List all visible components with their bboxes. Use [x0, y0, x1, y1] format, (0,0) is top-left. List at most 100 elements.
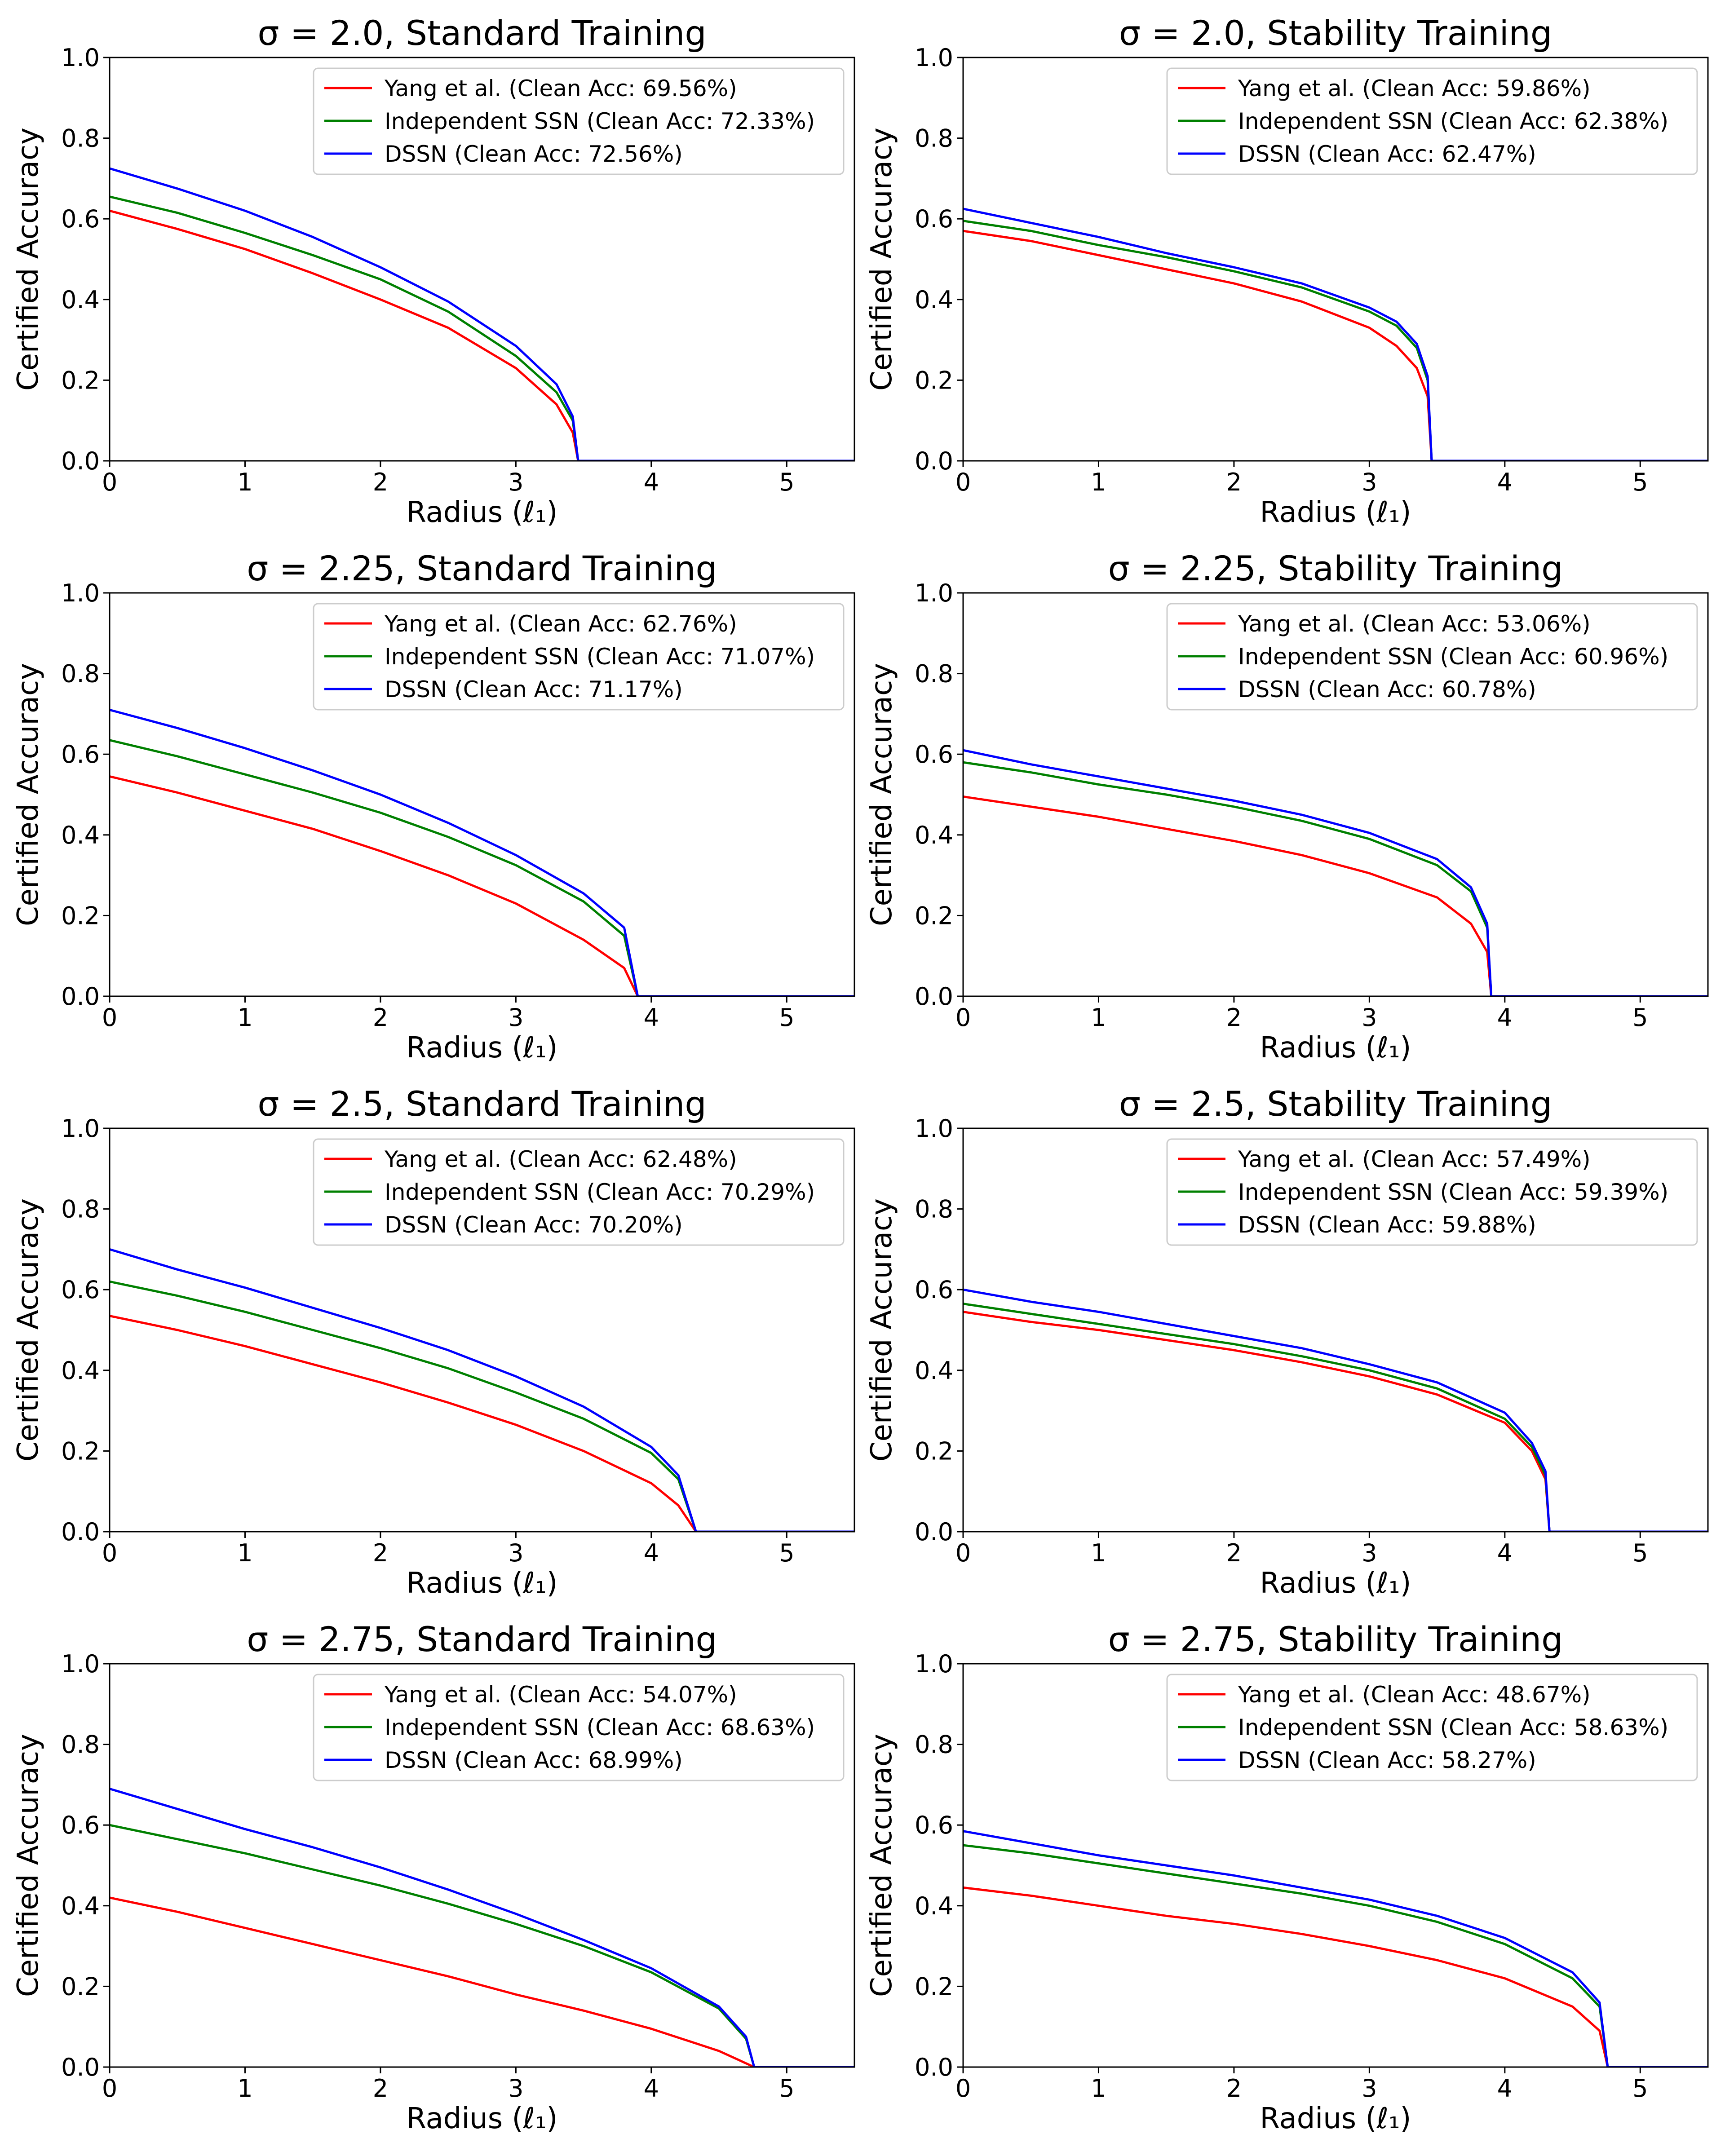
y-tick-label: 0.8 [915, 1195, 953, 1224]
plot-frame [109, 57, 855, 462]
plot-frame [109, 1663, 855, 2068]
y-tick-label: 1.0 [915, 1650, 953, 1678]
x-axis-label: Radius (ℓ₁) [407, 1031, 558, 1065]
series-line-3 [110, 167, 854, 461]
x-tick-label: 5 [779, 468, 794, 496]
chart-panel: σ = 2.0, Standard Training 0 1 2 3 4 5 0.0 0.2 0.… [12, 13, 855, 529]
y-tick-label: 0.6 [61, 1276, 100, 1304]
series-line-3 [963, 1288, 1708, 1532]
x-tick-label: 0 [955, 468, 971, 496]
y-axis-label: Certified Accuracy [12, 663, 45, 926]
x-tick-label: 3 [1362, 468, 1377, 496]
series-line-2 [110, 739, 854, 996]
y-axis-label: Certified Accuracy [865, 128, 898, 391]
y-axis-label: Certified Accuracy [865, 663, 898, 926]
x-tick-label: 5 [779, 2074, 794, 2103]
x-tick-label: 1 [237, 468, 252, 496]
series-line-1 [963, 1886, 1708, 2067]
legend-label: Independent SSN (Clean Acc: 62.38%) [1238, 108, 1668, 134]
series-line-2 [110, 1824, 854, 2067]
series-line-3 [963, 749, 1708, 996]
legend-label: Independent SSN (Clean Acc: 72.33%) [385, 108, 815, 134]
x-tick-label: 1 [1091, 468, 1106, 496]
x-tick-label: 0 [955, 1003, 971, 1032]
legend-label: DSSN (Clean Acc: 60.78%) [1238, 676, 1536, 702]
x-tick-label: 0 [955, 1539, 971, 1567]
legend-label: Yang et al. (Clean Acc: 48.67%) [1238, 1682, 1591, 1708]
legend-label: Independent SSN (Clean Acc: 59.39%) [1238, 1179, 1668, 1205]
legend-label: DSSN (Clean Acc: 58.27%) [1238, 1747, 1536, 1773]
legend: Yang et al. (Clean Acc: 62.48%) Independe… [313, 1138, 845, 1246]
x-axis-label: Radius (ℓ₁) [407, 1567, 558, 1600]
legend-box [1166, 603, 1698, 711]
y-tick-label: 0.6 [915, 1811, 953, 1839]
x-tick-label: 0 [102, 2074, 117, 2103]
legend-label: Independent SSN (Clean Acc: 58.63%) [1238, 1714, 1668, 1741]
y-tick-label: 0.0 [61, 447, 100, 475]
x-tick-label: 2 [1226, 468, 1242, 496]
y-tick-label: 0.8 [61, 1731, 100, 1759]
y-tick-label: 0.6 [61, 1811, 100, 1839]
y-tick-label: 0.2 [915, 1972, 953, 2001]
series-line-2 [963, 1844, 1708, 2067]
y-tick-label: 1.0 [61, 579, 100, 607]
y-tick-label: 0.0 [915, 982, 953, 1011]
x-tick-label: 1 [1091, 2074, 1106, 2103]
x-tick-label: 5 [779, 1003, 794, 1032]
y-tick-label: 0.2 [61, 901, 100, 930]
y-tick-label: 0.0 [61, 2053, 100, 2081]
chart-title: σ = 2.0, Stability Training [1119, 13, 1552, 53]
y-tick-label: 1.0 [61, 1650, 100, 1678]
y-tick-label: 0.4 [61, 286, 100, 314]
plot-frame [962, 1663, 1709, 2068]
y-tick-label: 0.8 [61, 660, 100, 688]
x-tick-label: 2 [373, 468, 388, 496]
x-tick-label: 2 [1226, 1539, 1242, 1567]
x-axis-label: Radius (ℓ₁) [407, 2102, 558, 2135]
y-tick-label: 0.8 [61, 124, 100, 153]
x-tick-label: 3 [1362, 1539, 1377, 1567]
legend: Yang et al. (Clean Acc: 53.06%) Independe… [1166, 603, 1698, 711]
legend-label: Yang et al. (Clean Acc: 69.56%) [384, 75, 737, 102]
x-tick-label: 3 [508, 468, 523, 496]
y-axis-label: Certified Accuracy [12, 128, 45, 391]
legend: Yang et al. (Clean Acc: 54.07%) Independe… [313, 1674, 845, 1781]
chart-panel: σ = 2.5, Standard Training 0 1 2 3 4 5 0.0 0.2 0.… [12, 1084, 855, 1600]
legend-label: DSSN (Clean Acc: 62.47%) [1238, 141, 1536, 167]
x-tick-label: 4 [1497, 1539, 1513, 1567]
chart-title: σ = 2.25, Stability Training [1108, 548, 1563, 588]
y-tick-label: 0.4 [61, 821, 100, 849]
series-line-1 [110, 1315, 854, 1532]
y-tick-label: 0.2 [61, 1972, 100, 2001]
series-line-2 [110, 1280, 854, 1532]
chart-title: σ = 2.0, Standard Training [257, 13, 706, 53]
x-tick-label: 1 [1091, 1539, 1106, 1567]
legend-box [313, 1138, 845, 1246]
x-tick-label: 1 [1091, 1003, 1106, 1032]
x-tick-label: 4 [644, 468, 659, 496]
y-tick-label: 0.0 [61, 982, 100, 1011]
legend-label: Yang et al. (Clean Acc: 53.06%) [1238, 611, 1591, 637]
x-tick-label: 0 [955, 2074, 971, 2103]
legend-label: DSSN (Clean Acc: 71.17%) [385, 676, 683, 702]
legend-label: DSSN (Clean Acc: 59.88%) [1238, 1212, 1536, 1238]
series-line-2 [963, 1303, 1708, 1532]
x-tick-label: 5 [1632, 2074, 1648, 2103]
y-tick-label: 0.2 [61, 1437, 100, 1465]
y-axis-label: Certified Accuracy [12, 1198, 45, 1462]
x-tick-label: 1 [237, 1003, 252, 1032]
y-tick-label: 0.2 [915, 1437, 953, 1465]
legend: Yang et al. (Clean Acc: 59.86%) Independe… [1166, 67, 1698, 175]
x-tick-label: 1 [237, 2074, 252, 2103]
chart-title: σ = 2.75, Stability Training [1108, 1619, 1563, 1659]
y-tick-label: 0.0 [915, 1518, 953, 1546]
x-tick-label: 5 [1632, 1003, 1648, 1032]
legend-label: Independent SSN (Clean Acc: 70.29%) [385, 1179, 815, 1205]
x-tick-label: 4 [1497, 1003, 1513, 1032]
x-tick-label: 0 [102, 1539, 117, 1567]
legend-box [1166, 1674, 1698, 1781]
y-tick-label: 0.4 [915, 1356, 953, 1385]
legend-label: Independent SSN (Clean Acc: 68.63%) [385, 1714, 815, 1741]
series-line-3 [110, 708, 854, 996]
